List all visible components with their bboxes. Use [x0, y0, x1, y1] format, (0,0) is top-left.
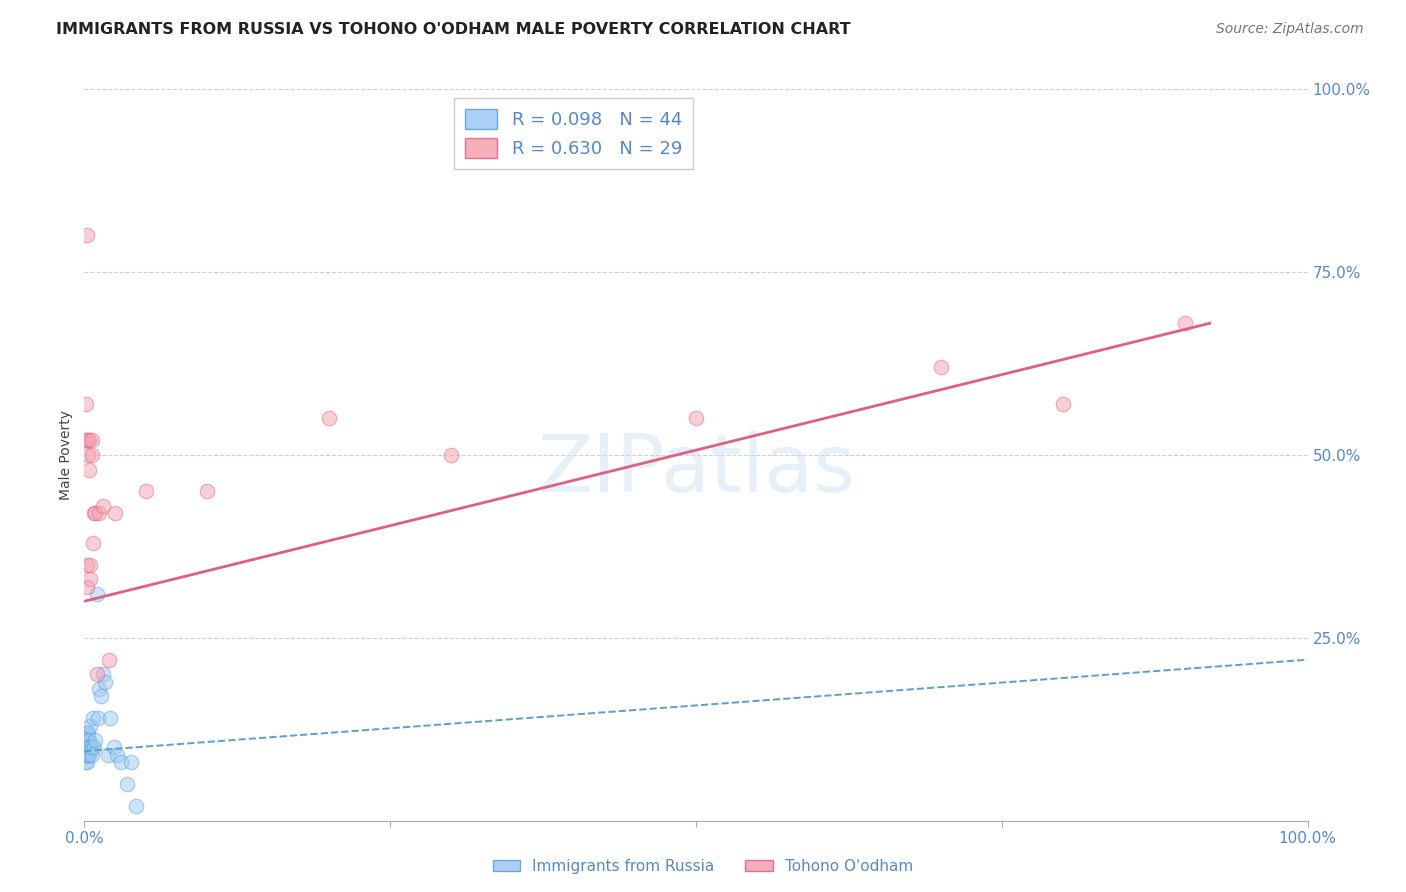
- Point: [135, 484, 157, 499]
- Point: [76, 740, 98, 755]
- Point: [929, 360, 952, 375]
- Point: [76, 740, 98, 755]
- Point: [77, 434, 100, 448]
- Point: [125, 799, 148, 814]
- Point: [97, 747, 120, 762]
- Point: [87, 681, 110, 696]
- Point: [104, 507, 127, 521]
- Point: [120, 755, 142, 769]
- Point: [77, 733, 100, 747]
- Point: [86, 587, 108, 601]
- Point: [77, 740, 100, 755]
- Point: [97, 653, 120, 667]
- Point: [115, 777, 138, 791]
- Point: [91, 667, 114, 681]
- Point: [76, 747, 98, 762]
- Legend: Immigrants from Russia, Tohono O'odham: Immigrants from Russia, Tohono O'odham: [486, 853, 920, 880]
- Point: [76, 228, 98, 243]
- Point: [79, 740, 101, 755]
- Point: [90, 690, 112, 704]
- Point: [110, 755, 132, 769]
- Point: [79, 718, 101, 732]
- Text: Source: ZipAtlas.com: Source: ZipAtlas.com: [1216, 22, 1364, 37]
- Point: [75, 747, 97, 762]
- Point: [75, 726, 97, 740]
- Point: [77, 434, 100, 448]
- Point: [75, 740, 97, 755]
- Point: [76, 755, 98, 769]
- Point: [75, 733, 97, 747]
- Point: [80, 740, 103, 755]
- Point: [82, 535, 104, 549]
- Point: [76, 580, 98, 594]
- Point: [75, 740, 97, 755]
- Point: [440, 448, 463, 462]
- Point: [685, 411, 707, 425]
- Point: [318, 411, 340, 425]
- Point: [83, 740, 105, 755]
- Point: [76, 733, 98, 747]
- Point: [103, 740, 125, 755]
- Point: [84, 733, 107, 747]
- Point: [91, 499, 114, 513]
- Point: [77, 747, 100, 762]
- Point: [75, 740, 97, 755]
- Point: [77, 448, 100, 462]
- Point: [83, 507, 105, 521]
- Point: [79, 558, 101, 572]
- Point: [75, 397, 97, 411]
- Point: [105, 747, 128, 762]
- Point: [77, 733, 100, 747]
- Point: [86, 667, 108, 681]
- Point: [79, 572, 101, 586]
- Point: [1052, 397, 1074, 411]
- Y-axis label: Male Poverty: Male Poverty: [59, 410, 73, 500]
- Point: [76, 558, 98, 572]
- Text: IMMIGRANTS FROM RUSSIA VS TOHONO O'ODHAM MALE POVERTY CORRELATION CHART: IMMIGRANTS FROM RUSSIA VS TOHONO O'ODHAM…: [56, 22, 851, 37]
- Text: ZIPatlas: ZIPatlas: [537, 431, 855, 508]
- Point: [76, 740, 98, 755]
- Point: [77, 462, 100, 476]
- Point: [87, 711, 110, 725]
- Point: [77, 726, 100, 740]
- Legend: R = 0.098   N = 44, R = 0.630   N = 29: R = 0.098 N = 44, R = 0.630 N = 29: [454, 98, 693, 169]
- Point: [77, 740, 100, 755]
- Point: [80, 747, 103, 762]
- Point: [75, 733, 97, 747]
- Point: [80, 434, 103, 448]
- Point: [76, 726, 98, 740]
- Point: [195, 484, 218, 499]
- Point: [87, 507, 110, 521]
- Point: [75, 747, 97, 762]
- Point: [77, 747, 100, 762]
- Point: [75, 755, 97, 769]
- Point: [1174, 316, 1197, 330]
- Point: [80, 448, 103, 462]
- Point: [84, 507, 107, 521]
- Point: [82, 711, 104, 725]
- Point: [98, 711, 121, 725]
- Point: [75, 434, 97, 448]
- Point: [94, 674, 117, 689]
